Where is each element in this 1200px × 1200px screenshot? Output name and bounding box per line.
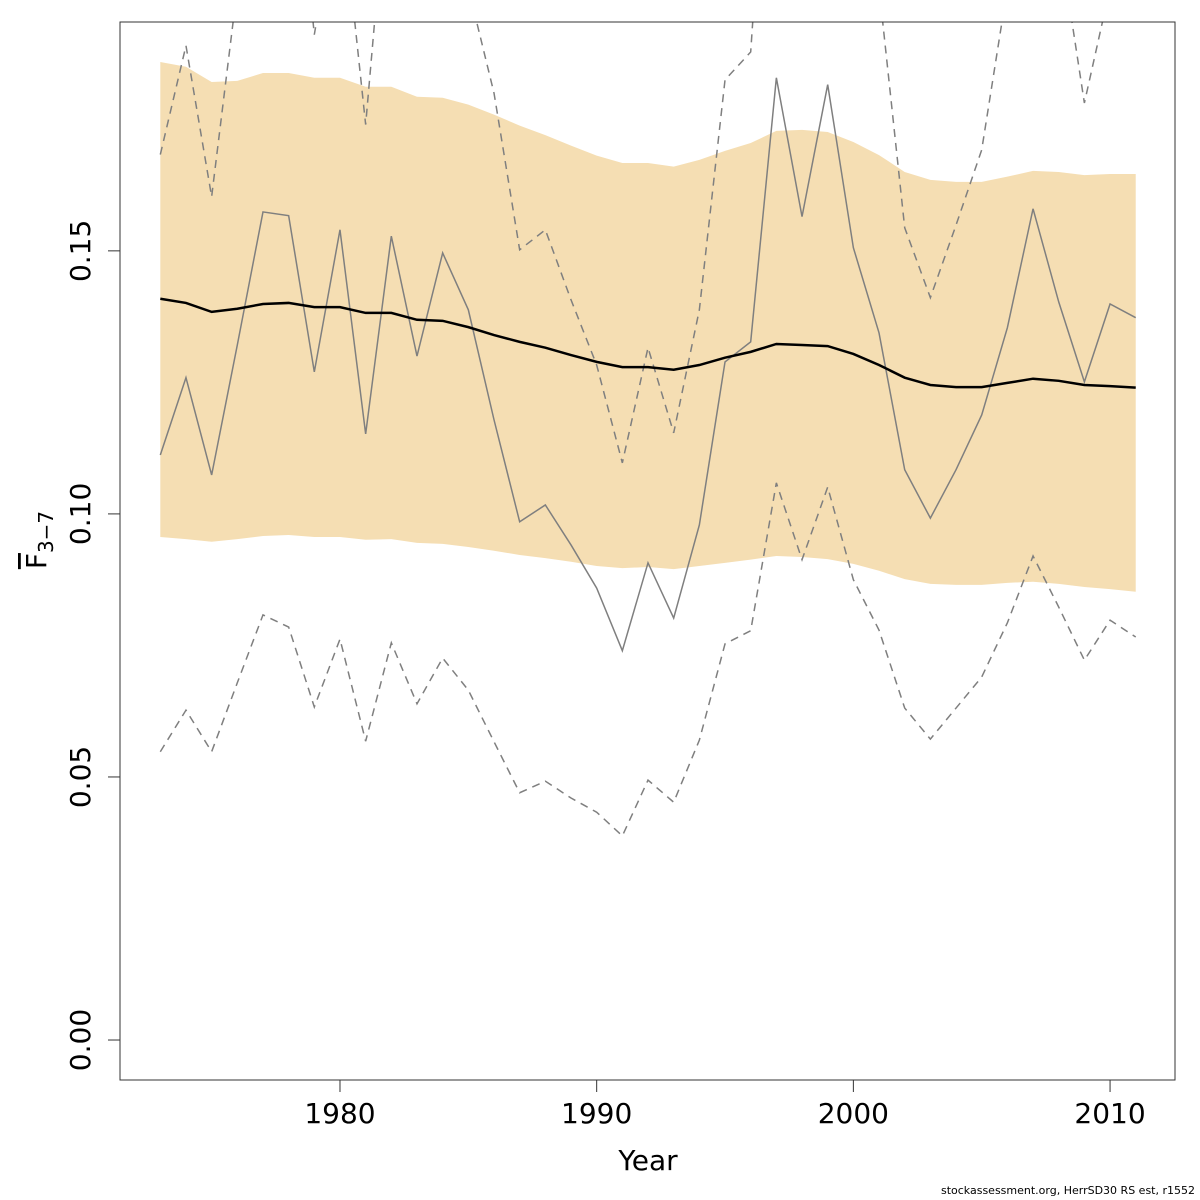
confidence-band <box>160 61 1136 592</box>
plot-area <box>159 22 1137 838</box>
x-tick-label: 2010 <box>1074 1097 1145 1130</box>
y-label-subscript: 3−7 <box>34 511 58 553</box>
series-line <box>160 297 1136 389</box>
series-line <box>159 482 1137 838</box>
footer: stockassessment.org, HerrSD30 RS est, r1… <box>941 1184 1195 1197</box>
y-tick-label: 0.10 <box>64 483 97 545</box>
x-tick-label: 1980 <box>304 1097 375 1130</box>
x-tick-label: 1990 <box>561 1097 632 1130</box>
x-axis-label: Year <box>617 1144 678 1177</box>
y-axis-label: F3−7 <box>20 511 58 569</box>
series-line <box>159 77 1137 653</box>
y-label-symbol: F <box>20 553 53 569</box>
y-tick-label: 0.15 <box>64 220 97 282</box>
y-tick-label: 0.00 <box>64 1009 97 1071</box>
x-tick-label: 2000 <box>818 1097 889 1130</box>
y-axis-label-text: F3−7 <box>20 511 58 569</box>
y-tick-label: 0.05 <box>64 746 97 808</box>
